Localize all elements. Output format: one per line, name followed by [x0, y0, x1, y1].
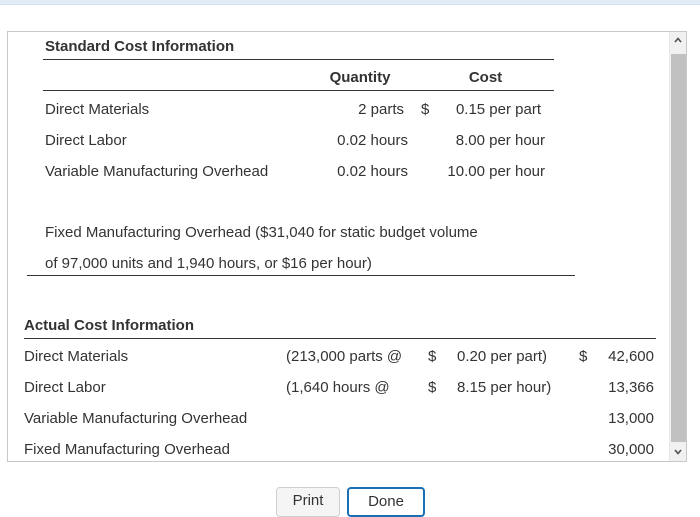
divider — [43, 59, 554, 60]
vertical-scrollbar[interactable] — [669, 32, 686, 461]
standard-row-quantity: 2 parts — [358, 101, 404, 118]
top-bar — [0, 0, 700, 5]
actual-row-rate: 0.20 per part) — [457, 348, 548, 365]
divider — [43, 90, 554, 91]
divider — [24, 461, 656, 462]
cost-info-panel: Standard Cost Information Quantity Cost … — [7, 31, 687, 462]
standard-row-currency: $ — [421, 101, 430, 118]
standard-row-quantity: 0.02 hours — [337, 163, 408, 180]
actual-row-label: Fixed Manufacturing Overhead — [24, 441, 230, 458]
fixed-overhead-note-line1: Fixed Manufacturing Overhead ($31,040 fo… — [45, 224, 478, 241]
standard-cost-title: Standard Cost Information — [45, 38, 235, 55]
standard-row-quantity: 0.02 hours — [337, 132, 408, 149]
actual-row-detail: (1,640 hours @ — [286, 379, 390, 396]
divider — [24, 338, 656, 339]
actual-row-rate: 8.15 per hour) — [457, 379, 552, 396]
actual-row-label: Direct Materials — [24, 348, 129, 365]
actual-row-total: 42,600 — [608, 348, 654, 365]
standard-row-cost: 10.00 per hour — [447, 163, 545, 180]
quantity-header: Quantity — [329, 69, 391, 86]
actual-row-total: 13,366 — [608, 379, 654, 396]
scroll-up-arrow-icon[interactable] — [670, 32, 686, 49]
actual-row-label: Direct Labor — [24, 379, 106, 396]
divider — [27, 275, 575, 276]
actual-row-total: 13,000 — [608, 410, 654, 427]
actual-row-detail: (213,000 parts @ — [286, 348, 403, 365]
standard-row-label: Direct Labor — [45, 132, 127, 149]
done-button[interactable]: Done — [347, 487, 425, 517]
actual-cost-title: Actual Cost Information — [24, 317, 195, 334]
actual-row-total: 30,000 — [608, 441, 654, 458]
standard-row-label: Direct Materials — [45, 101, 150, 118]
actual-row-total-currency: $ — [579, 348, 588, 365]
scroll-down-arrow-icon[interactable] — [670, 444, 686, 461]
standard-row-cost: 8.00 per hour — [455, 132, 545, 149]
standard-row-cost: 0.15 per part — [455, 101, 541, 118]
standard-row-label: Variable Manufacturing Overhead — [45, 163, 269, 180]
print-button[interactable]: Print — [276, 487, 340, 517]
cost-header: Cost — [468, 69, 503, 86]
scroll-thumb[interactable] — [671, 54, 686, 442]
actual-row-rate-currency: $ — [428, 379, 437, 396]
actual-row-rate-currency: $ — [428, 348, 437, 365]
fixed-overhead-note-line2: of 97,000 units and 1,940 hours, or $16 … — [45, 255, 372, 272]
actual-row-label: Variable Manufacturing Overhead — [24, 410, 248, 427]
